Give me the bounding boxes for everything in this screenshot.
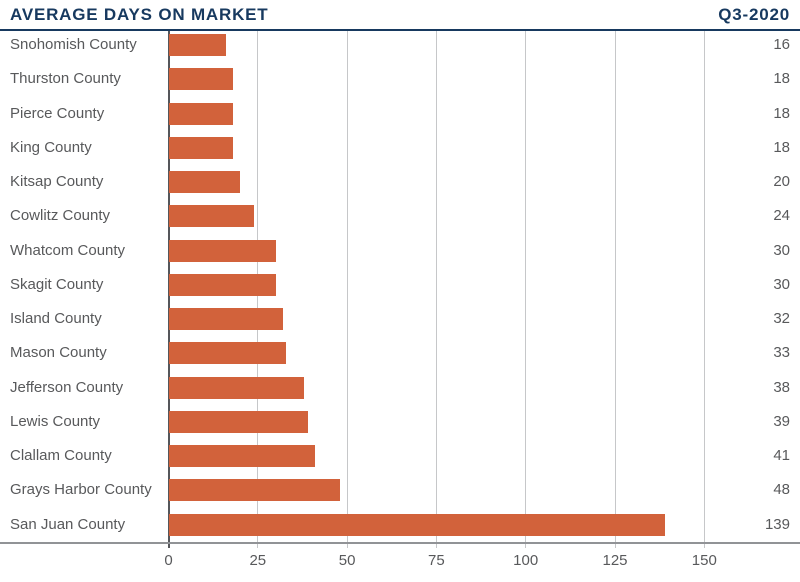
x-axis-tick-label: 100 [513,552,539,569]
gridline [703,31,705,548]
bar [168,205,255,228]
value-label: 139 [764,515,790,533]
value-label: 20 [773,173,790,190]
bar [168,410,308,433]
county-label: Clallam County [10,447,112,464]
value-label: 18 [773,138,790,156]
value-label: 38 [773,378,790,396]
x-axis-tick-label: 0 [164,552,173,569]
x-axis-tick-label: 75 [428,552,445,569]
county-label: Mason County [10,344,107,362]
bar [168,68,233,91]
value-label: 48 [773,481,790,499]
chart-title: AVERAGE DAYS ON MARKET [10,5,269,24]
x-axis-tick-label: 25 [249,552,267,569]
x-axis-line [0,542,800,544]
x-axis-tick-label: 125 [602,552,628,569]
bar [168,308,283,330]
county-label: Skagit County [10,275,104,293]
bar [168,342,287,365]
bar [168,34,226,56]
county-label: Whatcom County [10,241,126,259]
bar [168,376,305,399]
county-label: Island County [10,310,102,327]
value-label: 24 [773,207,790,225]
county-label: Pierce County [10,104,105,122]
value-label: 41 [773,447,790,464]
gridline [435,31,437,548]
county-label: Jefferson County [10,378,124,396]
county-label: San Juan County [10,515,126,533]
value-label: 39 [773,412,790,430]
value-label: 33 [773,344,790,362]
x-axis-tick-label: 150 [691,552,717,569]
value-label: 18 [773,70,790,88]
bar [168,273,276,296]
gridline [525,31,527,548]
value-label: 32 [773,310,790,327]
bar [168,239,276,262]
bar [168,102,233,125]
bar [168,479,340,502]
county-label: Grays Harbor County [10,481,152,499]
county-label: Kitsap County [10,173,104,190]
bar [168,171,240,193]
bar [168,445,315,467]
value-label: 16 [773,36,790,53]
bar [168,513,665,536]
county-label: Snohomish County [10,36,137,53]
county-label: Thurston County [10,70,121,88]
header-divider [0,29,800,31]
county-label: Lewis County [10,412,101,430]
value-label: 30 [773,241,790,259]
gridline [614,31,616,548]
bar [168,136,233,159]
chart-period-label: Q3-2020 [718,5,790,24]
value-label: 30 [773,275,790,293]
x-axis-tick-label: 50 [338,552,356,569]
gridline [346,31,348,548]
value-label: 18 [773,104,790,122]
county-label: King County [10,138,92,156]
county-label: Cowlitz County [10,207,111,225]
